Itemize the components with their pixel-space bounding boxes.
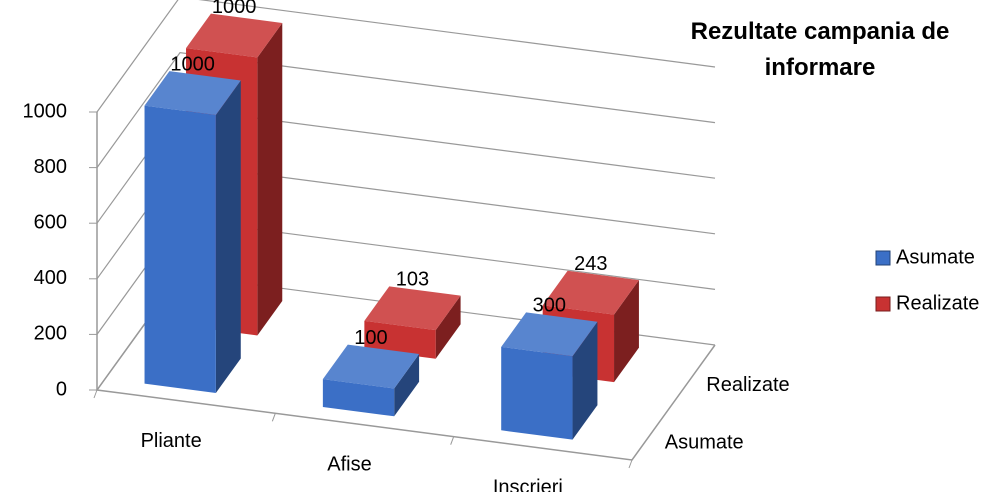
- bar-side: [572, 321, 598, 440]
- bar-front: [501, 346, 573, 440]
- bar-front: [144, 105, 216, 393]
- data-label: 103: [396, 269, 429, 291]
- bar-top: [364, 286, 461, 331]
- legend-label: Asumate: [896, 246, 975, 268]
- bar-side: [257, 22, 283, 336]
- data-label: 243: [574, 253, 607, 275]
- bar: [322, 344, 420, 417]
- legend-swatch: [875, 296, 891, 312]
- y-tick-label: 200: [34, 323, 67, 345]
- depth-label: Asumate: [665, 432, 744, 454]
- y-tick-label: 600: [34, 211, 67, 233]
- y-tick-label: 1000: [23, 100, 68, 122]
- x-tick: [93, 389, 98, 399]
- bar-side: [215, 80, 241, 393]
- data-label: 300: [533, 295, 566, 317]
- legend-label: Realizate: [896, 292, 979, 314]
- x-tick: [271, 413, 276, 422]
- x-tick-label: Afise: [327, 453, 371, 475]
- bar-side: [614, 280, 639, 383]
- x-tick-label: Pliante: [141, 430, 202, 452]
- bar-top: [542, 270, 639, 315]
- grid-line: [96, 51, 716, 168]
- bar-side: [435, 295, 461, 359]
- bar-top: [144, 71, 241, 115]
- y-tick-label: 400: [34, 267, 67, 289]
- depth-label: Realizate: [706, 374, 789, 396]
- x-tick: [450, 436, 455, 445]
- legend-swatch: [875, 250, 891, 266]
- x-tick: [628, 459, 633, 469]
- bar: [144, 71, 241, 393]
- data-label: 1000: [170, 53, 215, 75]
- grid-line: [96, 0, 716, 113]
- bar-top: [501, 312, 598, 357]
- data-label: 1000: [212, 0, 257, 18]
- bar: [501, 312, 598, 440]
- x-tick-label: Inscrieri: [493, 477, 563, 492]
- y-tick-label: 800: [34, 156, 67, 178]
- bar-top: [186, 13, 283, 58]
- y-tick-label: 0: [56, 378, 67, 400]
- chart-title: Rezultate campania de informare: [690, 18, 950, 81]
- bar-side: [394, 354, 420, 417]
- bar-front: [322, 379, 395, 417]
- data-label: 100: [354, 327, 387, 349]
- bar-top: [322, 344, 420, 389]
